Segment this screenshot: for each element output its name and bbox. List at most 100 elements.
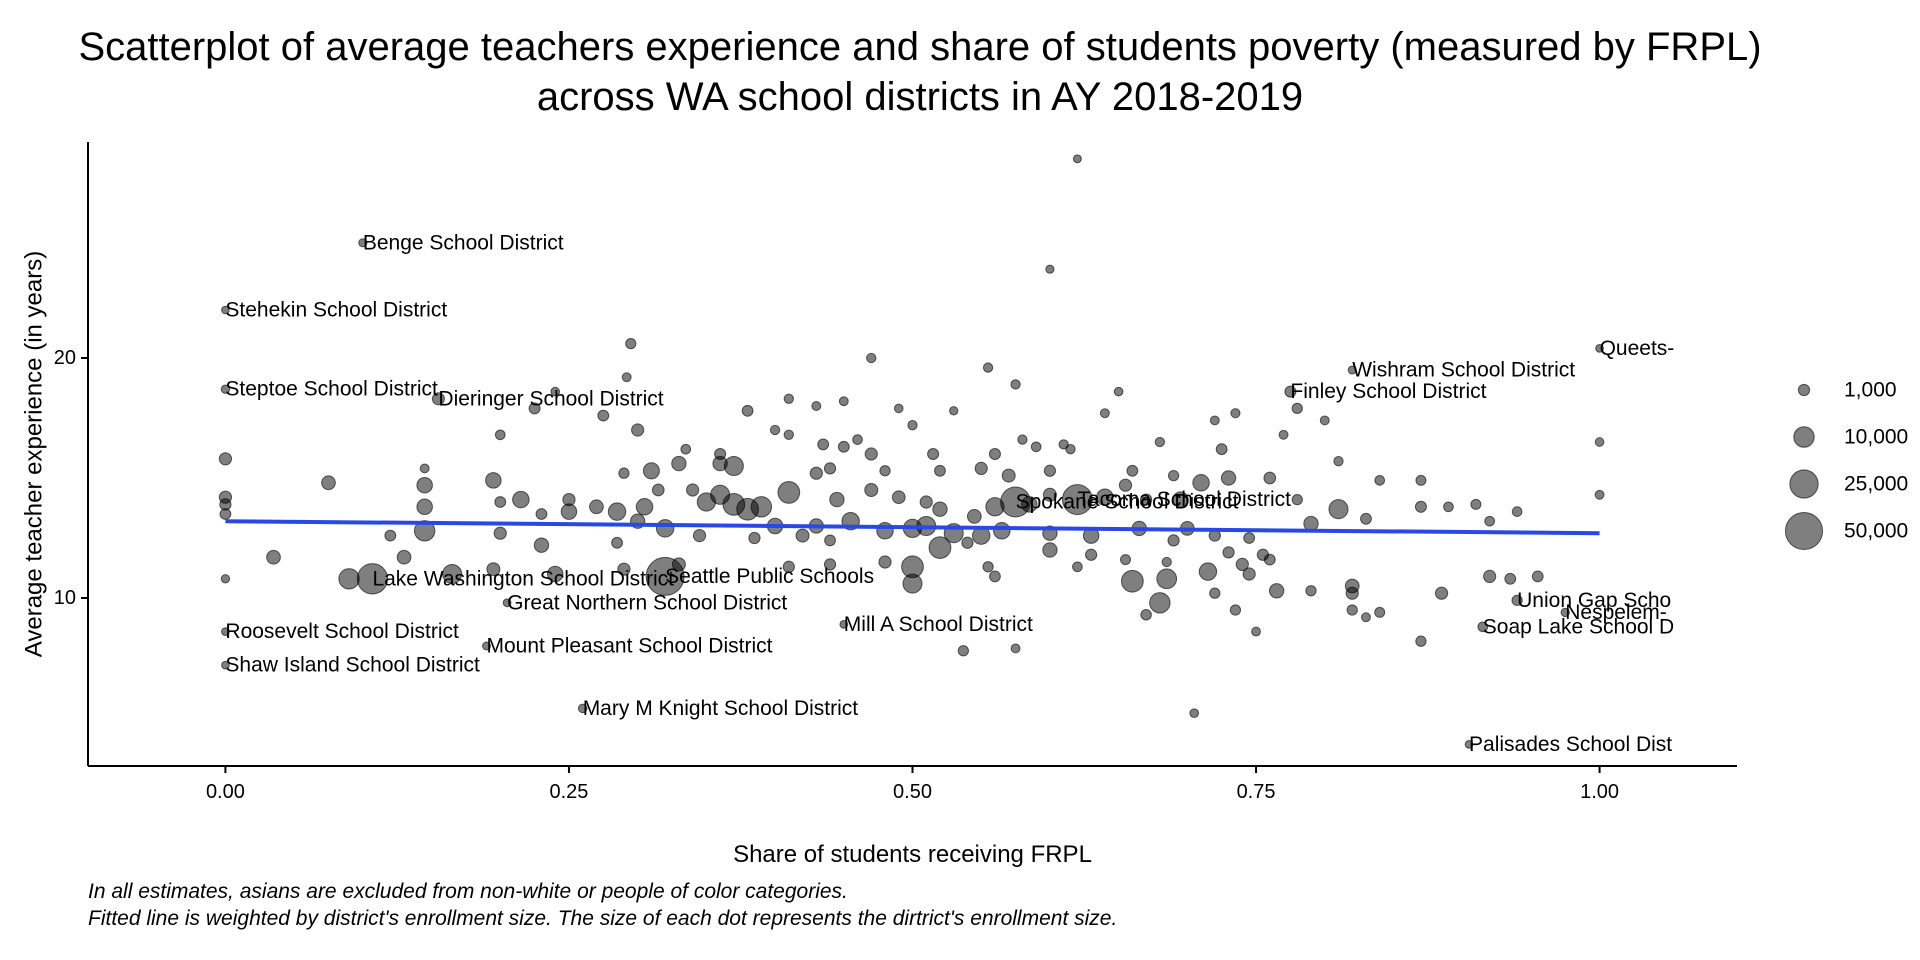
data-point	[597, 409, 610, 422]
x-tick-label: 0.00	[206, 781, 245, 803]
data-point	[1511, 506, 1523, 517]
legend-label: 50,000	[1844, 520, 1908, 543]
data-point	[1001, 468, 1016, 483]
data-point	[1594, 437, 1605, 447]
y-tick-label: 10	[54, 587, 76, 609]
data-point	[1531, 570, 1544, 583]
data-point	[932, 501, 948, 517]
point-label: Soap Lake School D	[1483, 615, 1674, 638]
data-point	[1167, 469, 1180, 482]
data-point	[338, 568, 360, 590]
chart-title: Scatterplot of average teachers experien…	[0, 22, 1840, 122]
data-point	[1414, 500, 1427, 513]
labeled-data-point	[221, 660, 230, 670]
data-point	[1096, 488, 1114, 506]
data-point	[782, 560, 795, 573]
data-point	[989, 570, 1001, 583]
x-tick-label: 1.00	[1580, 781, 1619, 803]
x-axis-ticks: 0.00 0.25 0.50 0.75 1.00	[206, 766, 1619, 803]
points-layer	[218, 154, 1605, 749]
point-label: Tacoma School District	[1077, 488, 1291, 511]
data-point	[1189, 708, 1200, 719]
data-point	[1209, 415, 1220, 426]
point-label: Mount Pleasant School District	[487, 635, 773, 658]
data-point	[1360, 512, 1372, 525]
data-point	[416, 476, 433, 494]
point-label: Shaw Island School District	[225, 654, 480, 677]
data-point	[1010, 379, 1021, 390]
data-point	[1268, 583, 1285, 599]
data-point	[879, 465, 891, 477]
legend-size-marker	[1793, 426, 1815, 448]
labeled-data-point	[1511, 594, 1523, 607]
labeled-data-point	[221, 305, 230, 315]
data-point	[824, 534, 836, 547]
data-point	[384, 529, 397, 542]
data-point	[219, 508, 232, 520]
data-point	[795, 528, 810, 543]
data-point	[1149, 592, 1171, 614]
data-point	[617, 562, 631, 576]
data-point	[1319, 415, 1330, 426]
data-point	[611, 536, 623, 549]
data-point	[878, 555, 892, 569]
data-point	[1303, 515, 1319, 532]
data-point	[1154, 436, 1166, 448]
data-point	[750, 496, 773, 518]
data-point	[625, 337, 637, 350]
data-point	[919, 495, 933, 509]
data-point	[1126, 464, 1139, 477]
labeled-data-point	[1000, 486, 1032, 518]
data-point	[635, 498, 654, 516]
data-point	[1085, 548, 1098, 561]
legend-label: 1,000	[1844, 379, 1897, 402]
data-point	[1043, 464, 1057, 477]
data-point	[1161, 556, 1172, 568]
caption-line-1: In all estimates, asians are excluded fr…	[88, 880, 848, 903]
point-label: Roosevelt School District	[225, 620, 459, 643]
data-point	[823, 462, 837, 475]
trend-line	[225, 519, 1600, 536]
data-point	[741, 404, 754, 417]
point-label: Stehekin School District	[225, 299, 447, 322]
legend-label: 10,000	[1844, 426, 1908, 449]
data-point	[1333, 456, 1344, 467]
data-point	[546, 565, 564, 583]
point-label: Great Northern School District	[507, 591, 787, 614]
data-point	[961, 536, 974, 549]
data-point	[560, 503, 578, 520]
data-point	[486, 562, 501, 577]
data-point	[1230, 408, 1241, 419]
data-point	[494, 496, 507, 508]
data-point	[1192, 474, 1210, 492]
point-label: Lake Washington School District	[372, 567, 674, 590]
data-point	[218, 452, 233, 466]
data-point	[817, 438, 830, 451]
data-point	[723, 455, 744, 477]
data-point	[493, 526, 507, 540]
point-label: Queets-	[1600, 337, 1675, 360]
point-label: Finley School District	[1290, 380, 1486, 403]
point-label: Palisades School Dist	[1469, 733, 1672, 756]
data-point	[928, 536, 952, 559]
data-point	[1045, 264, 1055, 274]
data-point	[1434, 586, 1449, 600]
data-point	[1242, 567, 1256, 581]
data-point	[671, 455, 687, 472]
data-point	[927, 447, 940, 461]
data-point	[783, 429, 794, 440]
data-point	[1198, 562, 1218, 581]
data-point	[974, 461, 988, 476]
data-point	[1172, 491, 1189, 508]
data-point	[1042, 487, 1057, 502]
data-point	[1328, 499, 1349, 520]
data-point	[266, 549, 281, 565]
x-tick-label: 0.50	[893, 781, 932, 803]
data-point	[891, 490, 906, 505]
chart-title-line-2: across WA school districts in AY 2018-20…	[536, 75, 1304, 119]
data-point	[680, 443, 692, 455]
labeled-data-point	[356, 563, 389, 595]
labeled-data-point	[577, 703, 588, 714]
data-point	[220, 574, 231, 584]
data-point	[957, 645, 969, 657]
